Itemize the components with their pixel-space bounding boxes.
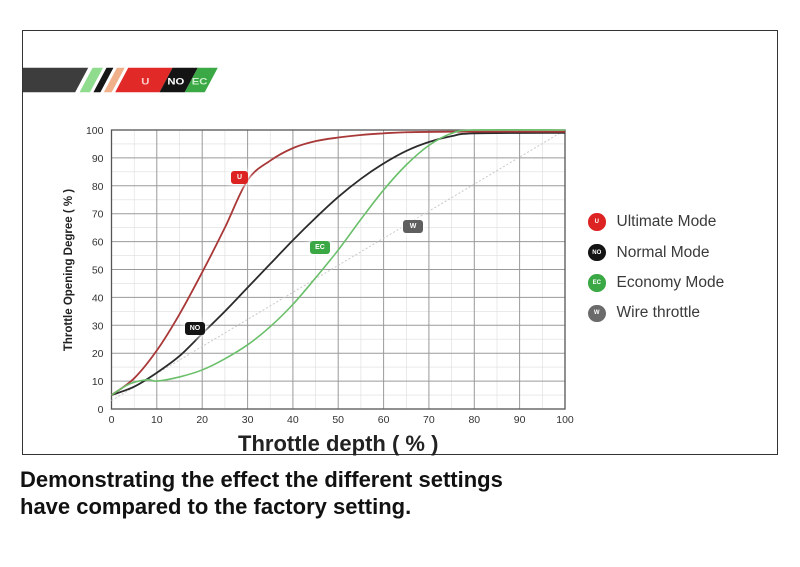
svg-text:100: 100	[556, 414, 574, 426]
svg-text:60: 60	[92, 237, 104, 249]
svg-text:80: 80	[468, 414, 480, 426]
svg-text:20: 20	[92, 348, 104, 360]
svg-text:EC: EC	[192, 77, 208, 87]
svg-text:60: 60	[378, 414, 390, 426]
svg-text:90: 90	[92, 153, 104, 165]
svg-text:50: 50	[92, 265, 104, 277]
svg-text:40: 40	[92, 292, 104, 304]
svg-text:10: 10	[151, 414, 163, 426]
svg-text:70: 70	[92, 209, 104, 221]
svg-text:10: 10	[92, 376, 104, 388]
svg-text:80: 80	[92, 181, 104, 193]
svg-text:50: 50	[332, 414, 344, 426]
svg-text:NO: NO	[167, 77, 184, 87]
svg-text:30: 30	[242, 414, 254, 426]
svg-text:0: 0	[109, 414, 115, 426]
svg-text:0: 0	[98, 404, 104, 416]
svg-text:40: 40	[287, 414, 299, 426]
svg-text:20: 20	[196, 414, 208, 426]
svg-text:90: 90	[514, 414, 526, 426]
svg-text:U: U	[141, 77, 149, 87]
svg-text:30: 30	[92, 320, 104, 332]
svg-text:70: 70	[423, 414, 435, 426]
svg-text:100: 100	[86, 125, 104, 137]
